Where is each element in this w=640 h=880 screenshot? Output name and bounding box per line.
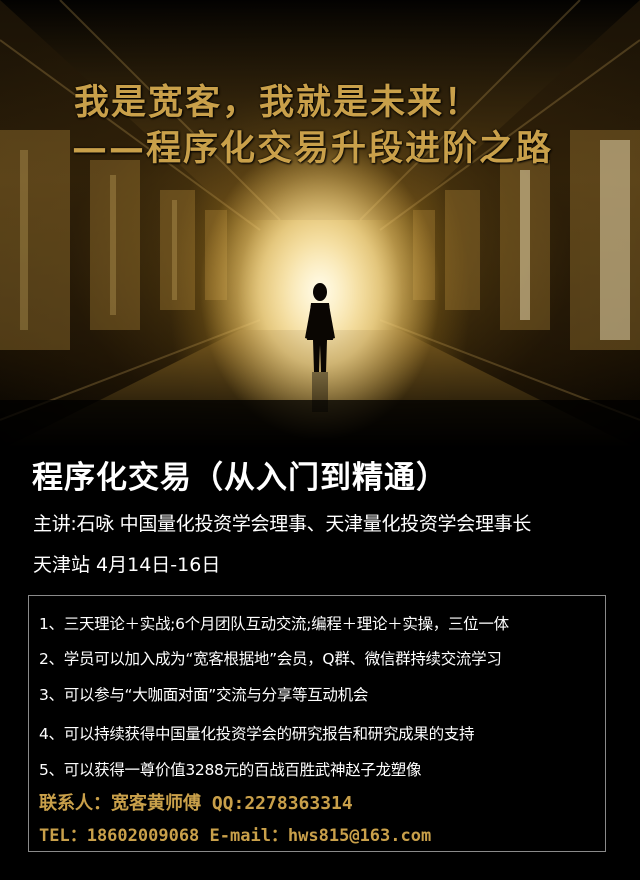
corridor-artwork (0, 0, 640, 450)
highlight-item: 3、可以参与“大咖面对面”交流与分享等互动机会 (39, 686, 369, 704)
venue-date: 天津站 4月14日-16日 (33, 554, 221, 576)
highlight-item: 1、三天理论＋实战;6个月团队互动交流;编程＋理论＋实操，三位一体 (39, 615, 509, 633)
highlights-box: 1、三天理论＋实战;6个月团队互动交流;编程＋理论＋实操，三位一体 2、学员可以… (28, 595, 606, 852)
contact-phone-email: TEL：18602009068 E-mail：hws815@163.com (39, 826, 432, 846)
lecturer-info: 主讲:石咏 中国量化投资学会理事、天津量化投资学会理事长 (33, 513, 532, 535)
highlight-item: 4、可以持续获得中国量化投资学会的研究报告和研究成果的支持 (39, 725, 475, 743)
course-title: 程序化交易（从入门到精通） (32, 460, 448, 496)
contact-person: 联系人：宽客黄师傅 QQ:2278363314 (39, 793, 353, 814)
highlight-item: 5、可以获得一尊价值3288元的百战百胜武神赵子龙塑像 (39, 761, 422, 779)
highlight-item: 2、学员可以加入成为“宽客根据地”会员，Q群、微信群持续交流学习 (39, 650, 502, 668)
silhouette-figure (305, 283, 335, 372)
poster-subtitle: ——程序化交易升段进阶之路 (72, 129, 554, 169)
poster-title: 我是宽客，我就是未来！ (74, 83, 482, 123)
hero-image: 我是宽客，我就是未来！ ——程序化交易升段进阶之路 (0, 0, 640, 450)
